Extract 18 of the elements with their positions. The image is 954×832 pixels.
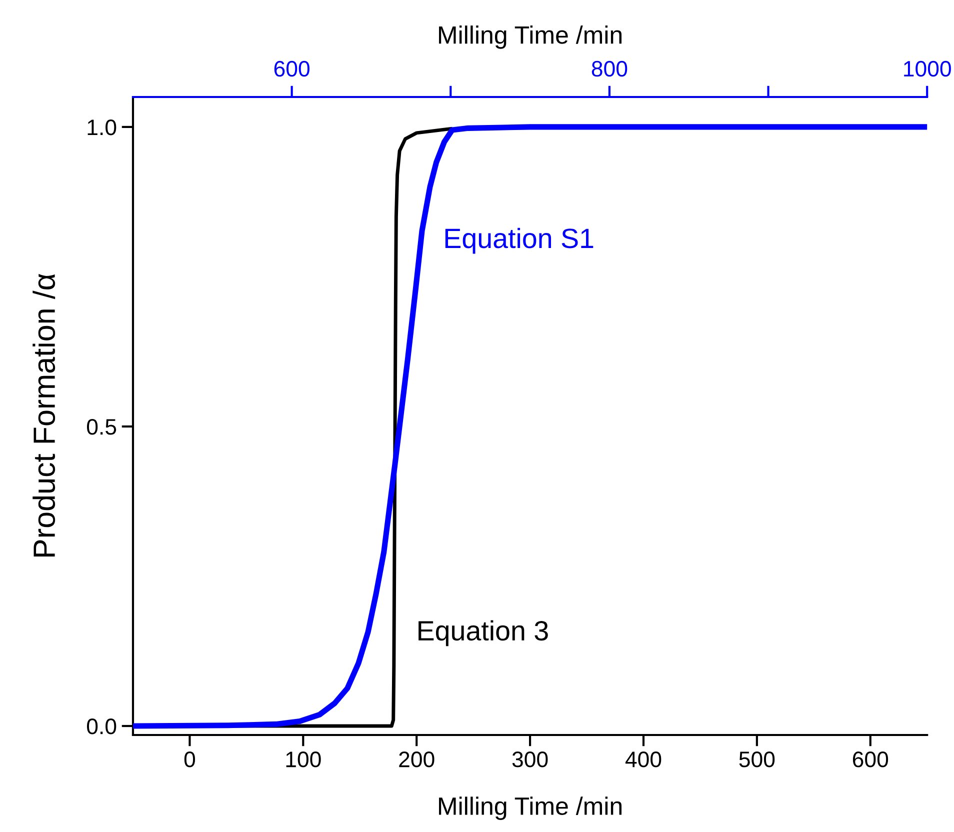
- y-axis-title: Product Formation /α: [32, 274, 56, 556]
- x2-tick-label: 600: [274, 60, 310, 77]
- x-tick-label: 400: [625, 752, 662, 768]
- x2-axis-title: Milling Time /min: [439, 26, 622, 49]
- x-tick-label: 600: [852, 752, 888, 768]
- x-tick-label: 500: [739, 752, 775, 768]
- y-tick-label: 0.0: [86, 718, 116, 734]
- x-axis-title: Milling Time /min: [439, 796, 622, 820]
- y-tick-label: 0.5: [86, 419, 116, 435]
- x2-tick-label: 800: [592, 60, 628, 77]
- series-label: Equation S1: [445, 228, 594, 254]
- x2-tick-label: 1000: [904, 60, 951, 77]
- x-tick-label: 200: [399, 752, 434, 768]
- y-tick-label: 1.0: [88, 120, 116, 136]
- series-label: Equation 3: [418, 620, 548, 646]
- x-tick-label: 0: [184, 752, 196, 768]
- x-tick-label: 100: [286, 752, 321, 768]
- x-tick-label: 300: [512, 752, 548, 768]
